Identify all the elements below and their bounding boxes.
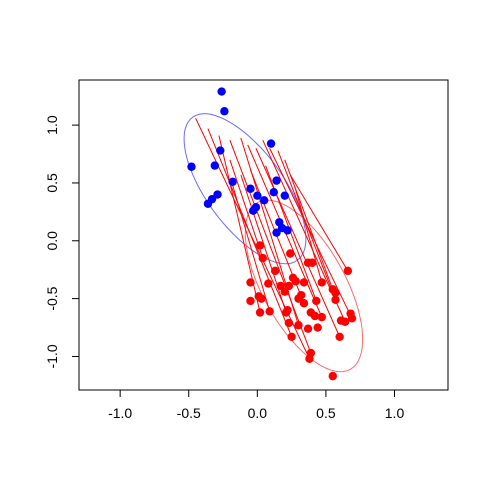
point — [284, 318, 294, 328]
segment — [207, 128, 293, 337]
point — [331, 295, 340, 304]
point — [317, 312, 326, 322]
segment — [229, 159, 264, 259]
point — [299, 278, 309, 287]
point — [331, 288, 340, 298]
point — [257, 294, 266, 303]
point — [259, 196, 269, 205]
x-tick-label: -0.5 — [177, 405, 201, 421]
segment — [295, 189, 323, 283]
point — [228, 177, 237, 186]
point — [187, 162, 196, 171]
point — [335, 332, 344, 341]
segment — [240, 137, 299, 326]
point — [266, 139, 276, 148]
point — [297, 290, 306, 300]
point — [310, 311, 320, 321]
point — [255, 308, 265, 317]
point — [313, 323, 322, 332]
point — [294, 321, 303, 330]
y-tick-label: 1.0 — [44, 115, 60, 135]
point — [246, 296, 255, 306]
point — [213, 190, 222, 199]
point — [269, 188, 278, 197]
point — [272, 176, 281, 185]
point — [343, 266, 353, 276]
point — [255, 241, 265, 250]
x-tick-label: 0.0 — [248, 405, 268, 421]
point — [253, 191, 262, 200]
point — [280, 191, 289, 200]
x-tick-label: 0.5 — [316, 405, 336, 421]
point — [265, 307, 274, 316]
point — [283, 226, 292, 235]
point — [317, 278, 326, 287]
point — [210, 161, 220, 170]
point — [328, 371, 337, 381]
point — [283, 305, 292, 315]
segment — [255, 148, 341, 337]
point — [303, 324, 313, 333]
point — [286, 249, 295, 258]
point — [280, 287, 289, 296]
y-tick-label: 0.5 — [44, 173, 60, 193]
point — [246, 184, 255, 193]
segment — [277, 150, 336, 300]
y-tick-label: -1.0 — [44, 344, 60, 368]
segment — [229, 139, 312, 354]
point — [307, 258, 317, 267]
point — [272, 228, 281, 237]
point — [246, 278, 255, 287]
point — [216, 146, 225, 155]
point — [220, 107, 229, 116]
point — [299, 299, 309, 308]
y-tick-label: 0.0 — [44, 231, 60, 251]
segment — [289, 174, 349, 272]
x-tick-label: -1.0 — [108, 405, 132, 421]
point — [336, 316, 346, 325]
plot-box — [78, 79, 449, 391]
point — [287, 332, 296, 341]
segment — [284, 159, 334, 290]
y-tick-label: -0.5 — [44, 286, 60, 310]
x-tick-label: 1.0 — [385, 405, 405, 421]
point — [291, 277, 300, 286]
point — [203, 199, 213, 208]
point — [312, 296, 321, 306]
point — [305, 354, 314, 363]
point — [264, 279, 273, 288]
ellipse — [244, 199, 364, 373]
point — [270, 266, 280, 276]
point — [258, 253, 268, 263]
segment — [218, 135, 261, 313]
point — [249, 206, 258, 215]
point — [347, 314, 357, 323]
point — [217, 87, 226, 96]
segment — [232, 185, 271, 312]
